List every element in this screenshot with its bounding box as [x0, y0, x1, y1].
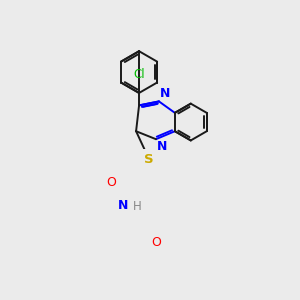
- Text: N: N: [160, 87, 170, 101]
- Text: N: N: [118, 199, 128, 212]
- Text: O: O: [106, 176, 116, 189]
- Text: O: O: [151, 236, 161, 249]
- Text: H: H: [133, 200, 142, 213]
- Text: S: S: [144, 153, 154, 166]
- Text: Cl: Cl: [133, 68, 145, 81]
- Text: N: N: [157, 140, 167, 153]
